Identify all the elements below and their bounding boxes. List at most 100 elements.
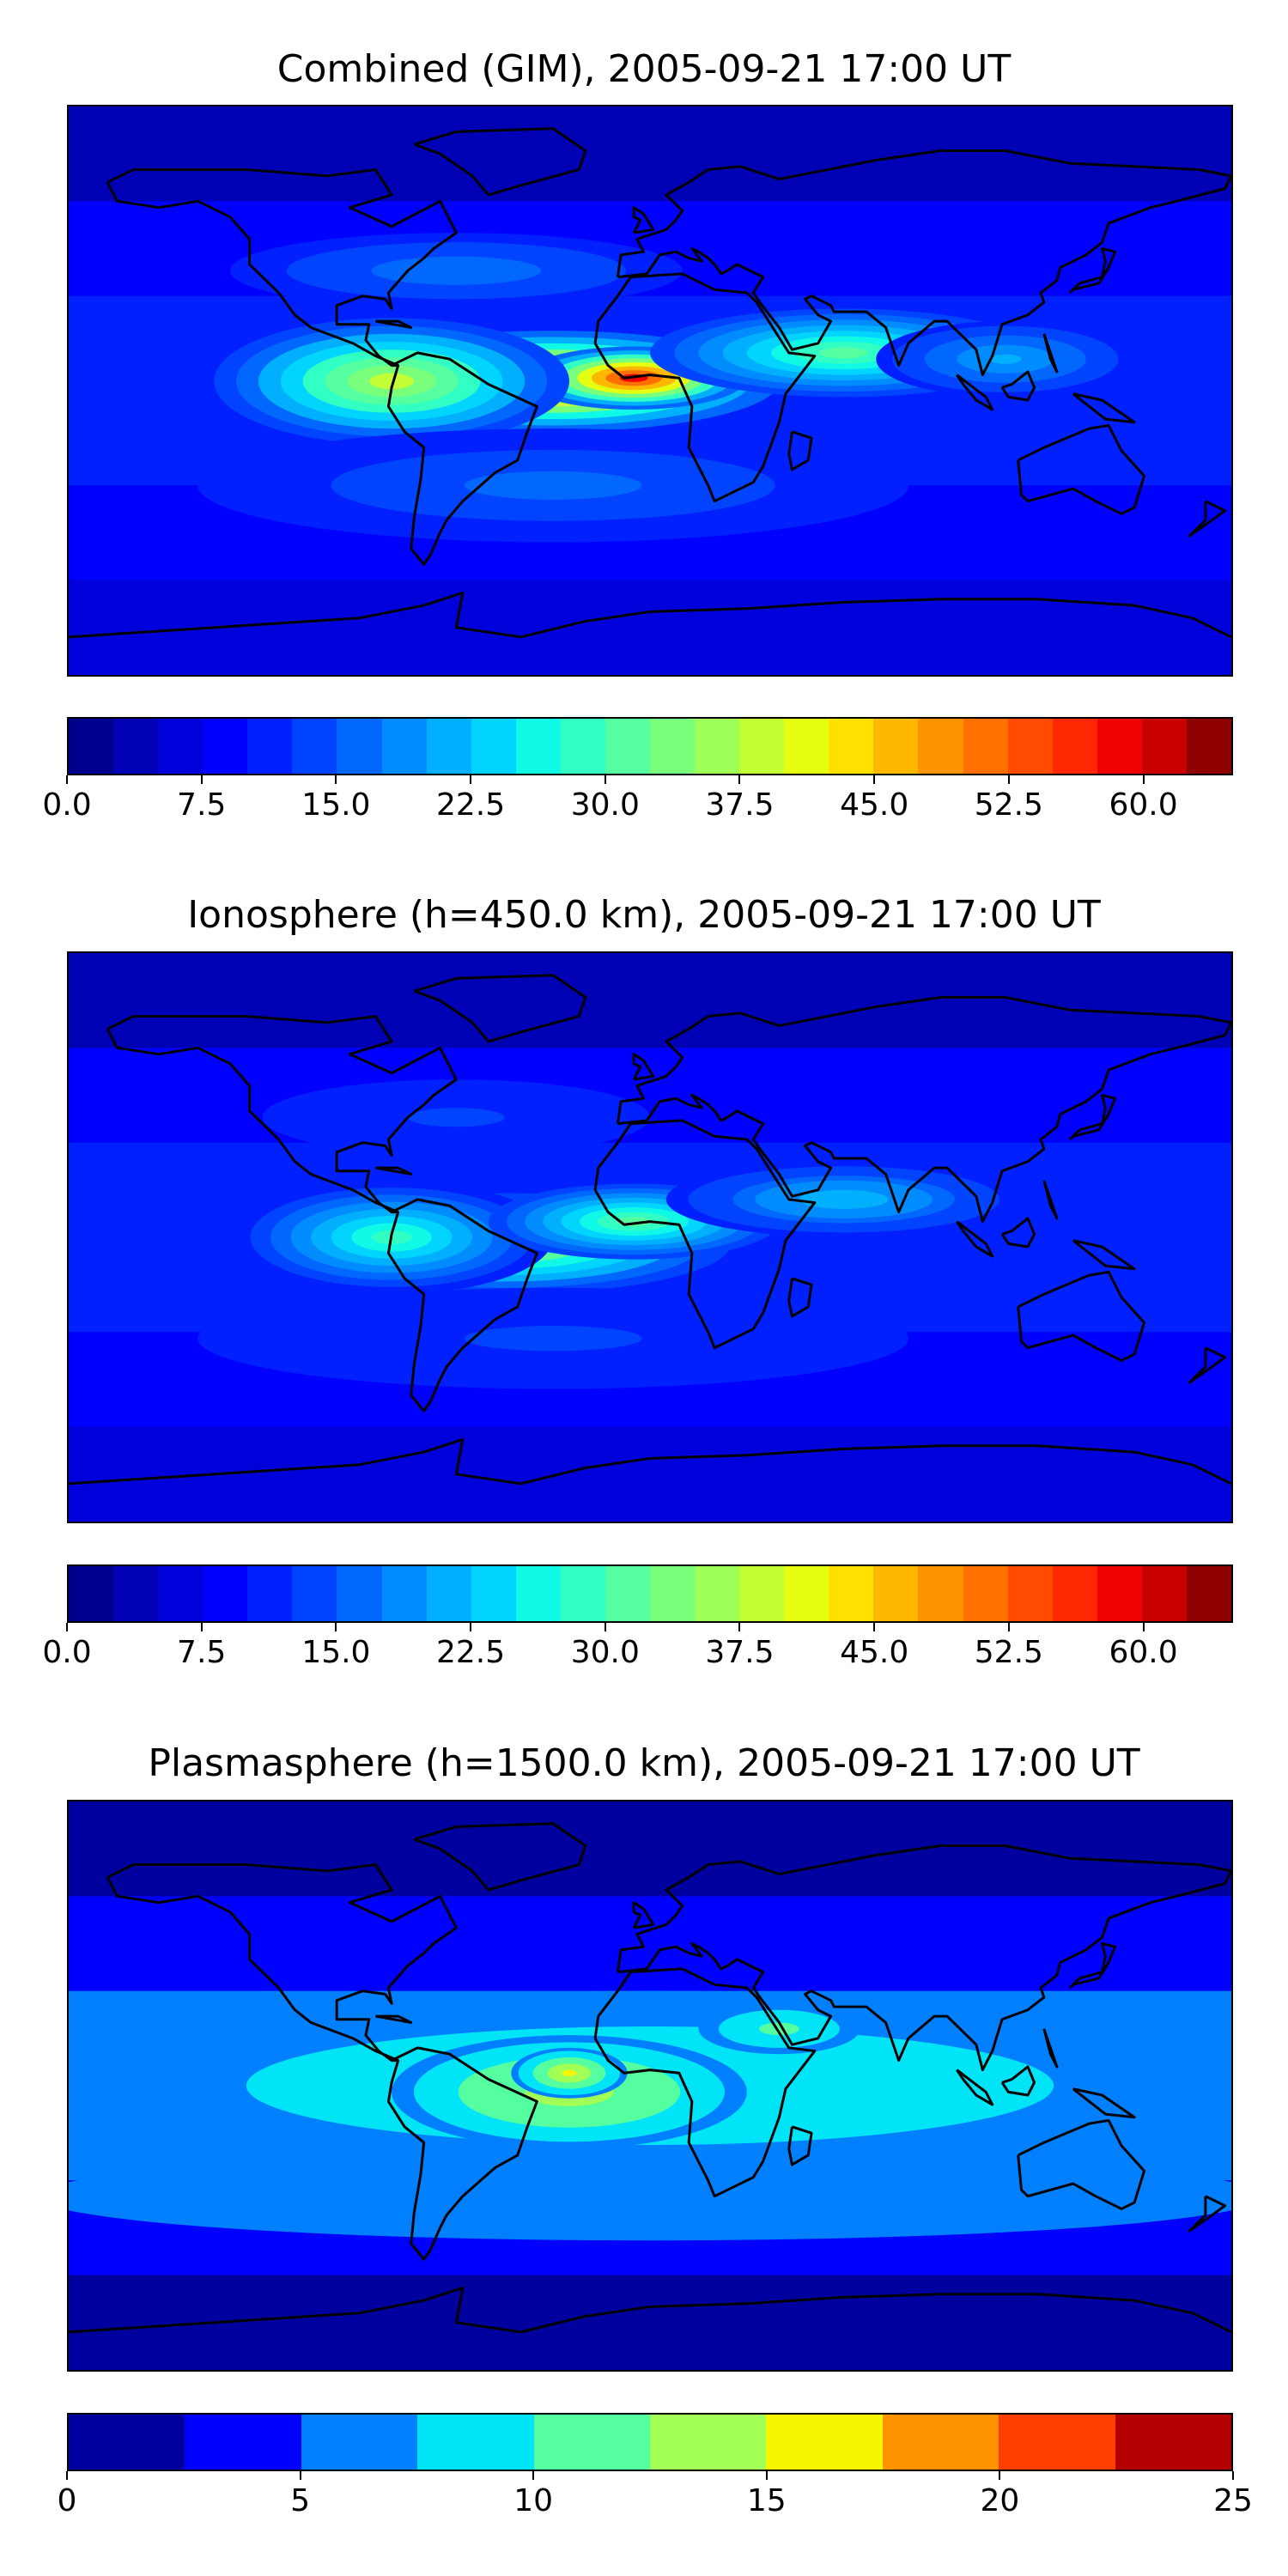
coastline [956, 374, 994, 411]
colorbar-swatch [739, 1566, 785, 1621]
colorbar-tick [873, 1623, 876, 1631]
colorbar-ticks: 0 5 10 15 20 25 [58, 2471, 1253, 2523]
colorbar-swatch [605, 719, 651, 774]
coastline [1068, 1094, 1117, 1141]
colorbar [67, 1564, 1233, 1623]
colorbar-tick [604, 775, 606, 784]
colorbar-tick [66, 775, 68, 784]
tec-map-ionosphere [67, 951, 1233, 1523]
colorbar-swatch [739, 719, 785, 774]
colorbar-swatch [963, 719, 1008, 774]
colorbar-swatch [1141, 719, 1187, 774]
coastline [1188, 500, 1227, 538]
coastline [413, 974, 587, 1043]
coastline [787, 2125, 813, 2166]
tec-contour [988, 354, 1022, 364]
colorbar-tick [200, 1623, 203, 1631]
colorbar-swatch [337, 719, 382, 774]
coastline [1042, 1180, 1059, 1220]
coastline [1000, 2065, 1036, 2097]
colorbar-swatch [784, 1566, 829, 1621]
coastline [1188, 2195, 1227, 2233]
colorbar-tick [604, 1623, 606, 1631]
colorbar-swatch [1052, 719, 1097, 774]
colorbar-swatch [560, 1566, 605, 1621]
colorbar-tick-label: 22.5 [435, 787, 506, 823]
colorbar-swatch [873, 1566, 919, 1621]
colorbar-tick [335, 775, 337, 784]
colorbar-swatch [203, 719, 248, 774]
coastline [1072, 2087, 1136, 2119]
colorbar-tick-label: 25 [1213, 2483, 1253, 2518]
colorbar-ticks: 0.0 7.5 15.0 22.5 30.0 37.5 45.0 52.5 60.0 [42, 1623, 1233, 1674]
colorbar-swatch [963, 1566, 1008, 1621]
colorbar-ticks: 0.0 7.5 15.0 22.5 30.0 37.5 45.0 52.5 60.0 [42, 775, 1233, 827]
colorbar-swatch [882, 2415, 999, 2470]
colorbar-swatch [301, 2415, 418, 2470]
map-title: Ionosphere (h=450.0 km), 2005-09-21 17:0… [187, 893, 1101, 937]
coastline [69, 591, 1231, 639]
colorbar-tick-label: 15.0 [301, 787, 371, 823]
colorbar-swatch [999, 2415, 1115, 2470]
colorbar-tick-label: 22.5 [435, 1635, 506, 1670]
colorbar-tick [738, 775, 741, 784]
coastline [593, 272, 817, 503]
colorbar-swatch [918, 1566, 963, 1621]
coastline [616, 995, 1231, 1224]
colorbar-tick-label: 15.0 [301, 1635, 371, 1670]
colorbar-tick [66, 1623, 68, 1631]
coastline [1068, 247, 1117, 295]
colorbar-swatch [695, 719, 740, 774]
colorbar-swatch [560, 719, 605, 774]
colorbar-tick [873, 775, 876, 784]
colorbar-swatch [337, 1566, 382, 1621]
coastline [632, 206, 655, 234]
colorbar-swatch [292, 1566, 337, 1621]
colorbar-tick [66, 2471, 68, 2480]
tec-band [69, 580, 1231, 675]
colorbar-tick [765, 2471, 768, 2480]
coastline [69, 1437, 1231, 1485]
coastline [1017, 2118, 1145, 2210]
colorbar-tick-label: 60.0 [1109, 1635, 1178, 1670]
coastline [593, 1967, 817, 2198]
coastline [1042, 2028, 1059, 2069]
colorbar-tick-label: 60.0 [1109, 787, 1178, 823]
colorbar-tick [1007, 1623, 1010, 1631]
colorbar-swatch [766, 2415, 883, 2470]
tec-band [69, 2275, 1231, 2370]
tec-map-svg [69, 953, 1231, 1522]
colorbar-tick [1142, 775, 1145, 784]
coastline [375, 2014, 413, 2024]
coastline [1188, 1346, 1227, 1384]
colorbar-swatch [185, 2415, 301, 2470]
coastline [616, 149, 1231, 377]
coastline [106, 1863, 458, 2063]
colorbar-tick-label: 10 [513, 2483, 554, 2518]
coastline [386, 2046, 538, 2261]
colorbar-swatch [426, 1566, 471, 1621]
coastline [106, 1015, 458, 1214]
coastline [956, 2069, 994, 2106]
colorbar-swatch [1115, 2415, 1231, 2470]
colorbar-swatch [695, 1566, 740, 1621]
tec-band [69, 1801, 1231, 1897]
colorbar-swatch [471, 719, 516, 774]
colorbar-swatch [69, 719, 114, 774]
tec-contour [369, 373, 414, 390]
colorbar-tick [470, 775, 472, 784]
coastline [787, 430, 813, 471]
colorbar-swatch [158, 1566, 204, 1621]
colorbar-swatch [292, 719, 337, 774]
colorbar-swatch [426, 719, 471, 774]
coastline [632, 1053, 655, 1081]
colorbar-tick-label: 45.0 [840, 1635, 909, 1670]
colorbar-swatch [381, 1566, 427, 1621]
tec-band [69, 953, 1231, 1048]
coastline [106, 168, 458, 368]
tec-map-svg [69, 106, 1231, 675]
colorbar-tick-label: 20 [980, 2483, 1020, 2518]
colorbar-tick-label: 45.0 [840, 787, 909, 823]
map-title: Combined (GIM), 2005-09-21 17:00 UT [276, 47, 1012, 91]
coastline [1042, 333, 1059, 374]
